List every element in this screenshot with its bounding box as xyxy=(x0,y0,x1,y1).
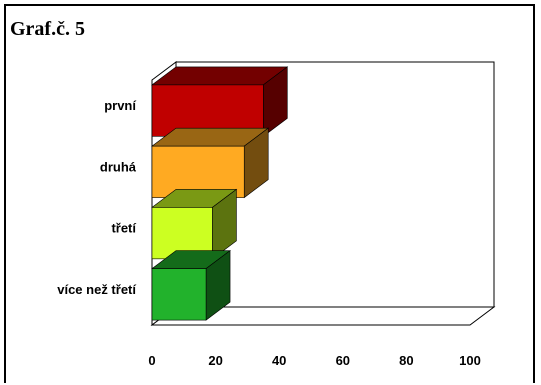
bar-front-face xyxy=(151,268,207,321)
bar-front-face xyxy=(151,84,264,137)
x-tick-label: 60 xyxy=(336,353,350,368)
x-tick-label: 100 xyxy=(459,353,481,368)
bar-3 xyxy=(151,250,231,321)
category-label: první xyxy=(104,98,136,113)
bar-0 xyxy=(151,66,289,137)
category-labels: první druhá třetí více než třetí xyxy=(57,98,137,297)
chart-bars xyxy=(151,66,289,321)
category-label: třetí xyxy=(111,221,136,236)
bar-2 xyxy=(151,188,238,260)
bar-1 xyxy=(151,127,270,199)
category-label: více než třetí xyxy=(57,282,136,297)
category-label: druhá xyxy=(100,159,137,174)
x-tick-label: 0 xyxy=(148,353,155,368)
x-tick-label: 20 xyxy=(208,353,222,368)
bar-front-face xyxy=(151,207,213,260)
tick-labels: 0 20 40 60 80 100 xyxy=(148,353,480,368)
x-tick-label: 80 xyxy=(399,353,413,368)
x-tick-label: 40 xyxy=(272,353,286,368)
bar-front-face xyxy=(151,145,245,198)
chart-title: Graf.č. 5 xyxy=(10,18,85,40)
